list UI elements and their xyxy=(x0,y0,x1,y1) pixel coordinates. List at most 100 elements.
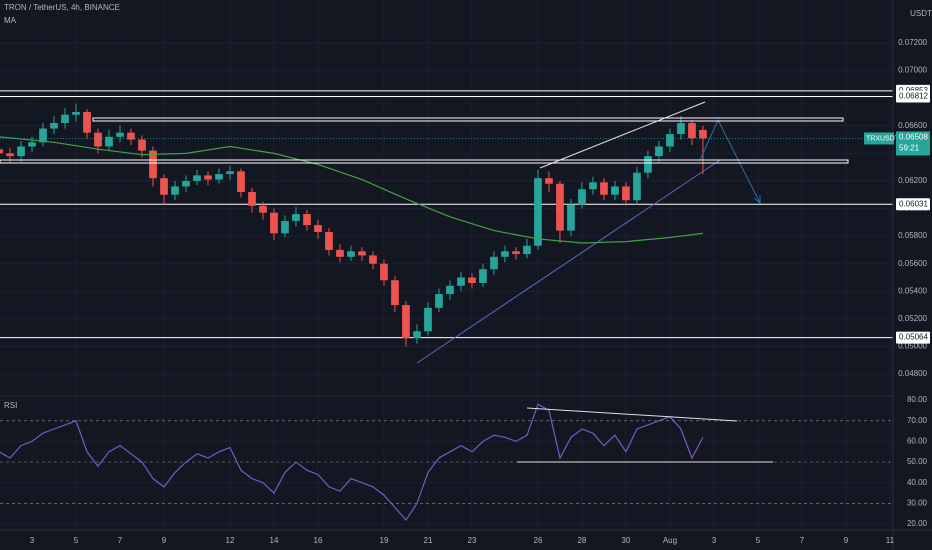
level-tag xyxy=(896,90,930,103)
timer-label: 59:21 xyxy=(899,144,920,153)
level-label: 0.06031 xyxy=(899,199,928,208)
x-tick-label: 7 xyxy=(800,536,805,545)
x-tick-label: 3 xyxy=(30,536,35,545)
symbol-label: TRXUSDT xyxy=(866,135,900,142)
zone xyxy=(92,117,844,122)
plot xyxy=(0,90,893,521)
candle-body xyxy=(677,123,685,135)
indicator-label: MA xyxy=(4,16,17,25)
rsi-tick-label: 70.00 xyxy=(907,416,928,425)
rsi-tick-label: 60.00 xyxy=(907,437,928,446)
candle-body xyxy=(83,111,91,133)
level-tag xyxy=(896,198,930,211)
rsi-label: RSI xyxy=(4,401,17,410)
candle-body xyxy=(424,307,432,332)
y-tick-label: 0.05800 xyxy=(898,231,927,240)
candle-body xyxy=(160,178,168,195)
candle-body xyxy=(116,132,124,137)
y-tick-label: 0.05600 xyxy=(898,259,927,268)
candle-body xyxy=(259,205,267,213)
candle-body xyxy=(600,182,608,195)
candle-body xyxy=(369,255,377,264)
candle-body xyxy=(17,146,25,157)
candle-body xyxy=(358,251,366,256)
rsi-tick-label: 40.00 xyxy=(907,478,928,487)
candle-body xyxy=(567,204,575,231)
level-label: 0.05064 xyxy=(899,333,928,342)
level-label: 0.06853 xyxy=(899,86,928,95)
candle-body xyxy=(270,212,278,234)
y-tick-label: 0.05400 xyxy=(898,286,927,295)
x-tick-label: 3 xyxy=(712,536,717,545)
candle-body xyxy=(248,191,256,206)
candle-body xyxy=(633,172,641,201)
candle-body xyxy=(303,214,311,226)
candle-body xyxy=(149,150,157,179)
candle-body xyxy=(182,180,190,187)
x-tick-label: 28 xyxy=(577,536,586,545)
y-tick-label: 0.06600 xyxy=(898,121,927,130)
candle-body xyxy=(6,153,14,157)
rsi-tick-label: 80.00 xyxy=(907,395,928,404)
y-tick-label: 0.07000 xyxy=(898,66,927,75)
candle-body xyxy=(490,256,498,270)
candle-body xyxy=(127,132,135,140)
candle-body xyxy=(688,123,696,139)
price-tag xyxy=(896,131,930,156)
grid xyxy=(0,0,893,530)
rsi-trend-line xyxy=(526,407,738,422)
candle-body xyxy=(380,263,388,281)
candle-body xyxy=(534,178,542,246)
x-tick-label: 9 xyxy=(844,536,849,545)
symbol-tag xyxy=(864,132,894,145)
candle-body xyxy=(435,294,443,308)
zone xyxy=(0,159,849,164)
x-tick-label: 16 xyxy=(314,536,323,545)
candle-body xyxy=(314,225,322,232)
currency: USDT xyxy=(910,9,932,18)
rsi-line xyxy=(0,403,704,521)
level-tag xyxy=(896,331,930,344)
candle-body xyxy=(50,123,58,129)
candle-body xyxy=(215,174,223,180)
candle-body xyxy=(644,156,652,173)
chart-title: TRON / TetherUS, 4h, BINANCE xyxy=(4,3,120,12)
annotations xyxy=(0,101,849,463)
x-tick-label: 5 xyxy=(756,536,761,545)
candle-body xyxy=(589,182,597,190)
candle-body xyxy=(138,139,146,151)
candle-body xyxy=(699,129,707,139)
level-label: 0.06812 xyxy=(899,92,928,101)
y-tick-label: 0.05200 xyxy=(898,314,927,323)
candle-body xyxy=(347,251,355,257)
x-tick-label: 5 xyxy=(74,536,79,545)
candle-body xyxy=(325,231,333,250)
x-tick-label: 9 xyxy=(162,536,167,545)
candle-body xyxy=(281,220,289,234)
candle-body xyxy=(413,331,421,339)
candle-body xyxy=(336,249,344,257)
y-tick-label: 0.05000 xyxy=(898,342,927,351)
y-tick-label: 0.04800 xyxy=(898,369,927,378)
candle-body xyxy=(193,175,201,181)
y-tick-label: 0.07200 xyxy=(898,38,927,47)
rsi-tick-label: 20.00 xyxy=(907,519,928,528)
candle-body xyxy=(655,146,663,157)
candle-body xyxy=(556,183,564,231)
candle-body xyxy=(666,134,674,147)
candle-body xyxy=(94,132,102,147)
candle-body xyxy=(479,269,487,284)
candle-body xyxy=(501,251,509,257)
candle-body xyxy=(237,171,245,192)
trend-line xyxy=(539,101,706,169)
price-label: 0.06508 xyxy=(899,133,928,142)
x-tick-label: 30 xyxy=(621,536,630,545)
candle-body xyxy=(611,186,619,195)
candle-body xyxy=(457,277,465,286)
projection-arrow xyxy=(753,195,761,205)
x-tick-label: 7 xyxy=(118,536,123,545)
candle-body xyxy=(391,280,399,306)
axes: 3 5 7 9 12 14 16 19 21 23 26 28 30 Aug 3 5 7 9 11 0.04800 0.… xyxy=(30,38,930,545)
x-tick-label: 23 xyxy=(468,536,477,545)
